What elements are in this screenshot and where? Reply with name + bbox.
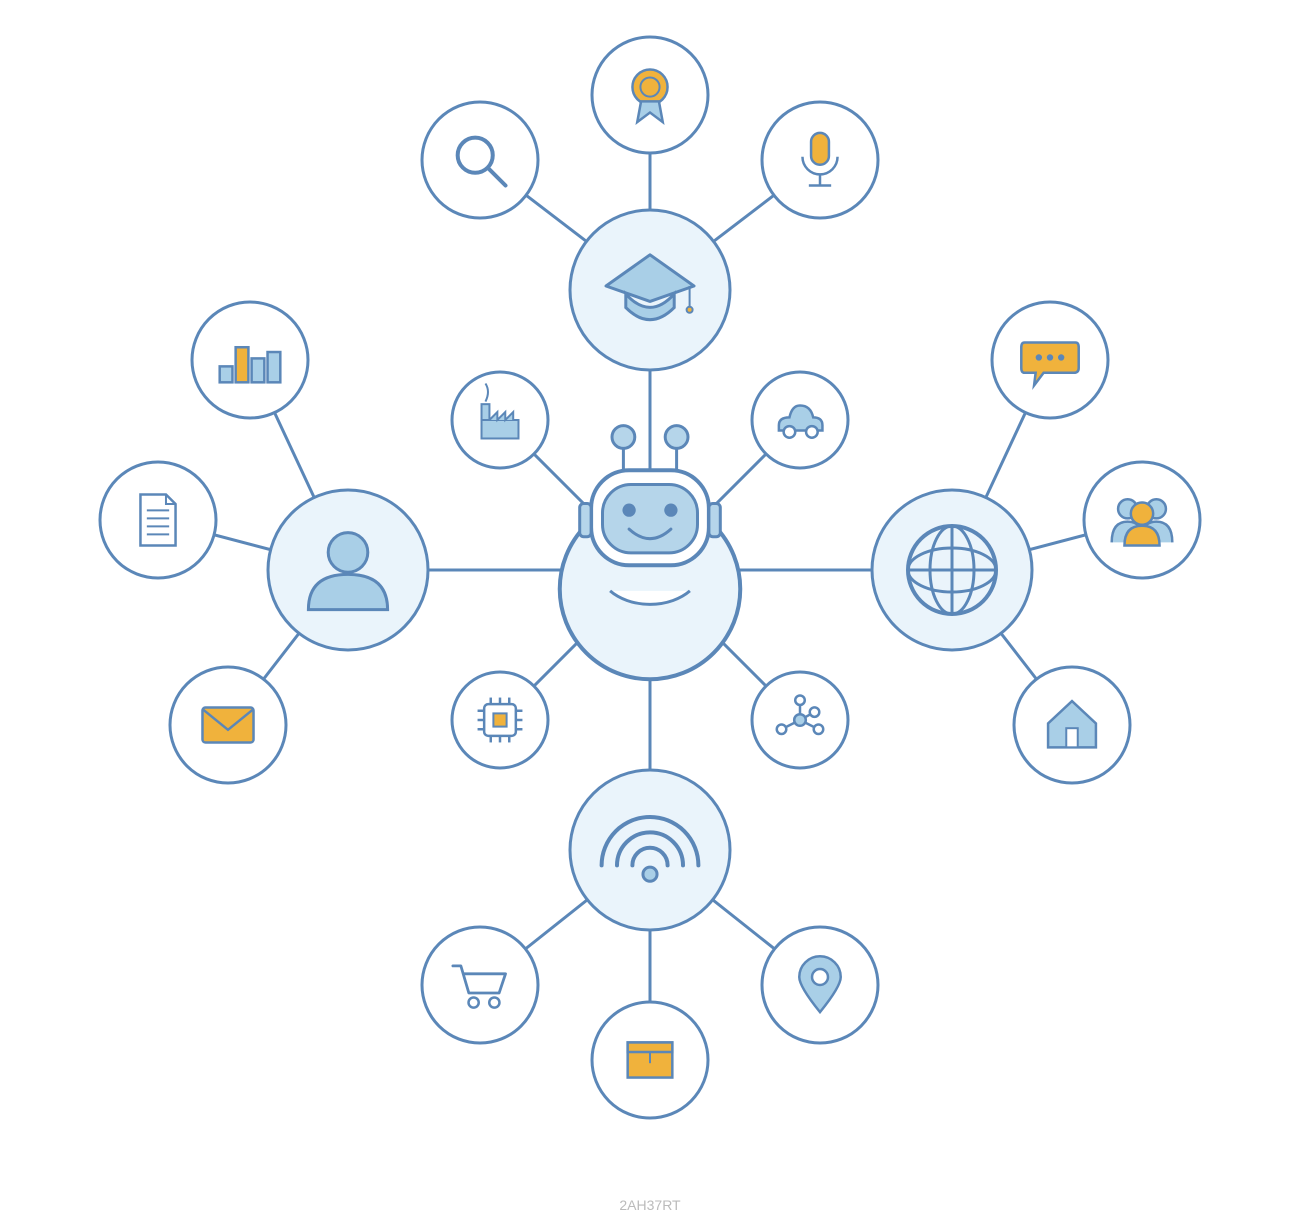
bar-chart-node [192, 302, 308, 418]
globe-node [872, 490, 1032, 650]
share-node [752, 672, 848, 768]
home-node [1014, 667, 1130, 783]
award-node [592, 37, 708, 153]
watermark: 2AH37RT [619, 1197, 681, 1213]
wifi-node [570, 770, 730, 930]
document-node [100, 462, 216, 578]
factory-node [452, 372, 548, 468]
box-icon [628, 1042, 673, 1077]
box-node [592, 1002, 708, 1118]
graduation-cap-node [570, 210, 730, 370]
search-node [422, 102, 538, 218]
user-node [268, 490, 428, 650]
people-node [1084, 462, 1200, 578]
globe-icon [908, 526, 996, 614]
document-icon [140, 494, 175, 545]
car-node [752, 372, 848, 468]
chatbot-network-diagram: 2AH37RT [0, 0, 1300, 1224]
chat-node [992, 302, 1108, 418]
mail-node [170, 667, 286, 783]
pin-node [762, 927, 878, 1043]
mail-icon [202, 707, 253, 742]
cart-node [422, 927, 538, 1043]
chip-node [452, 672, 548, 768]
people-icon [1112, 499, 1173, 545]
mic-node [762, 102, 878, 218]
